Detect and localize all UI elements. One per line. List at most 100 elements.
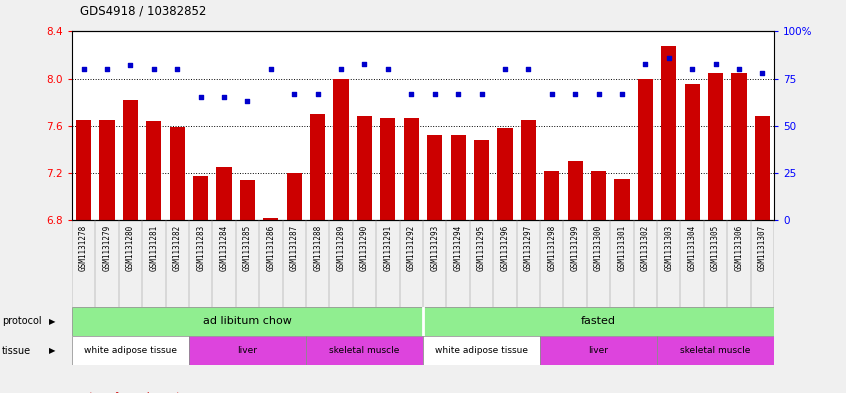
Bar [474, 140, 489, 220]
Text: GSM1131305: GSM1131305 [711, 224, 720, 271]
Text: GSM1131288: GSM1131288 [313, 224, 322, 271]
Point [77, 66, 91, 72]
Text: GSM1131279: GSM1131279 [102, 224, 112, 271]
Text: liver: liver [238, 346, 257, 355]
Text: ■  transformed count: ■ transformed count [74, 392, 180, 393]
Text: protocol: protocol [2, 316, 41, 326]
Text: fasted: fasted [581, 316, 616, 326]
Text: GSM1131306: GSM1131306 [734, 224, 744, 271]
Point [194, 94, 207, 101]
Point [452, 90, 465, 97]
Text: GDS4918 / 10382852: GDS4918 / 10382852 [80, 5, 206, 18]
Point [217, 94, 231, 101]
Text: white adipose tissue: white adipose tissue [84, 346, 177, 355]
Bar [638, 79, 653, 220]
Bar [540, 336, 657, 365]
Point [591, 90, 605, 97]
Text: GSM1131292: GSM1131292 [407, 224, 415, 271]
Text: GSM1131300: GSM1131300 [594, 224, 603, 271]
Text: GSM1131280: GSM1131280 [126, 224, 135, 271]
Point [100, 66, 113, 72]
Bar [423, 307, 774, 336]
Point [170, 66, 184, 72]
Point [404, 90, 418, 97]
Bar [170, 127, 184, 220]
Text: GSM1131287: GSM1131287 [290, 224, 299, 271]
Bar [451, 135, 465, 220]
Text: liver: liver [589, 346, 608, 355]
Bar [287, 173, 302, 220]
Bar [381, 118, 395, 220]
Text: GSM1131302: GSM1131302 [641, 224, 650, 271]
Text: GSM1131282: GSM1131282 [173, 224, 182, 271]
Bar [662, 46, 676, 220]
Text: ▶: ▶ [49, 317, 56, 326]
Text: GSM1131290: GSM1131290 [360, 224, 369, 271]
Text: GSM1131289: GSM1131289 [337, 224, 345, 271]
Point [733, 66, 746, 72]
Bar [100, 120, 114, 220]
Text: white adipose tissue: white adipose tissue [435, 346, 528, 355]
Point [545, 90, 558, 97]
Bar [72, 336, 189, 365]
Bar [263, 218, 278, 220]
Point [240, 98, 254, 105]
Bar [591, 171, 606, 220]
Text: GSM1131294: GSM1131294 [453, 224, 463, 271]
Text: GSM1131299: GSM1131299 [571, 224, 580, 271]
Text: GSM1131295: GSM1131295 [477, 224, 486, 271]
Text: GSM1131297: GSM1131297 [524, 224, 533, 271]
Point [615, 90, 629, 97]
Bar [568, 161, 583, 220]
Bar [544, 171, 559, 220]
Text: GSM1131278: GSM1131278 [80, 224, 88, 271]
Bar [123, 100, 138, 220]
Text: GSM1131303: GSM1131303 [664, 224, 673, 271]
Point [662, 55, 675, 61]
Text: GSM1131286: GSM1131286 [266, 224, 275, 271]
Bar [732, 73, 746, 220]
Text: tissue: tissue [2, 346, 30, 356]
Point [475, 90, 488, 97]
Text: GSM1131284: GSM1131284 [220, 224, 228, 271]
Point [147, 66, 161, 72]
Bar [76, 120, 91, 220]
Bar [521, 120, 536, 220]
Bar [193, 176, 208, 220]
Point [428, 90, 442, 97]
Point [288, 90, 301, 97]
Point [709, 61, 722, 67]
Bar [357, 116, 372, 220]
Text: GSM1131291: GSM1131291 [383, 224, 393, 271]
Bar [217, 167, 232, 220]
Bar [423, 336, 540, 365]
Point [569, 90, 582, 97]
Point [498, 66, 512, 72]
Text: GSM1131304: GSM1131304 [688, 224, 696, 271]
Bar [404, 118, 419, 220]
Text: GSM1131298: GSM1131298 [547, 224, 556, 271]
Point [639, 61, 652, 67]
Text: ad libitum chow: ad libitum chow [203, 316, 292, 326]
Bar [240, 180, 255, 220]
Point [521, 66, 536, 72]
Bar [146, 121, 162, 220]
Text: GSM1131307: GSM1131307 [758, 224, 766, 271]
Point [358, 61, 371, 67]
Bar [657, 336, 774, 365]
Bar [497, 128, 513, 220]
Bar [189, 336, 306, 365]
Point [124, 62, 137, 68]
Text: GSM1131296: GSM1131296 [501, 224, 509, 271]
Text: GSM1131293: GSM1131293 [431, 224, 439, 271]
Text: skeletal muscle: skeletal muscle [680, 346, 750, 355]
Bar [333, 79, 349, 220]
Text: skeletal muscle: skeletal muscle [329, 346, 399, 355]
Text: GSM1131281: GSM1131281 [150, 224, 158, 271]
Point [381, 66, 394, 72]
Text: GSM1131285: GSM1131285 [243, 224, 252, 271]
Bar [306, 336, 423, 365]
Text: GSM1131283: GSM1131283 [196, 224, 205, 271]
Bar [310, 114, 325, 220]
Text: GSM1131301: GSM1131301 [618, 224, 626, 271]
